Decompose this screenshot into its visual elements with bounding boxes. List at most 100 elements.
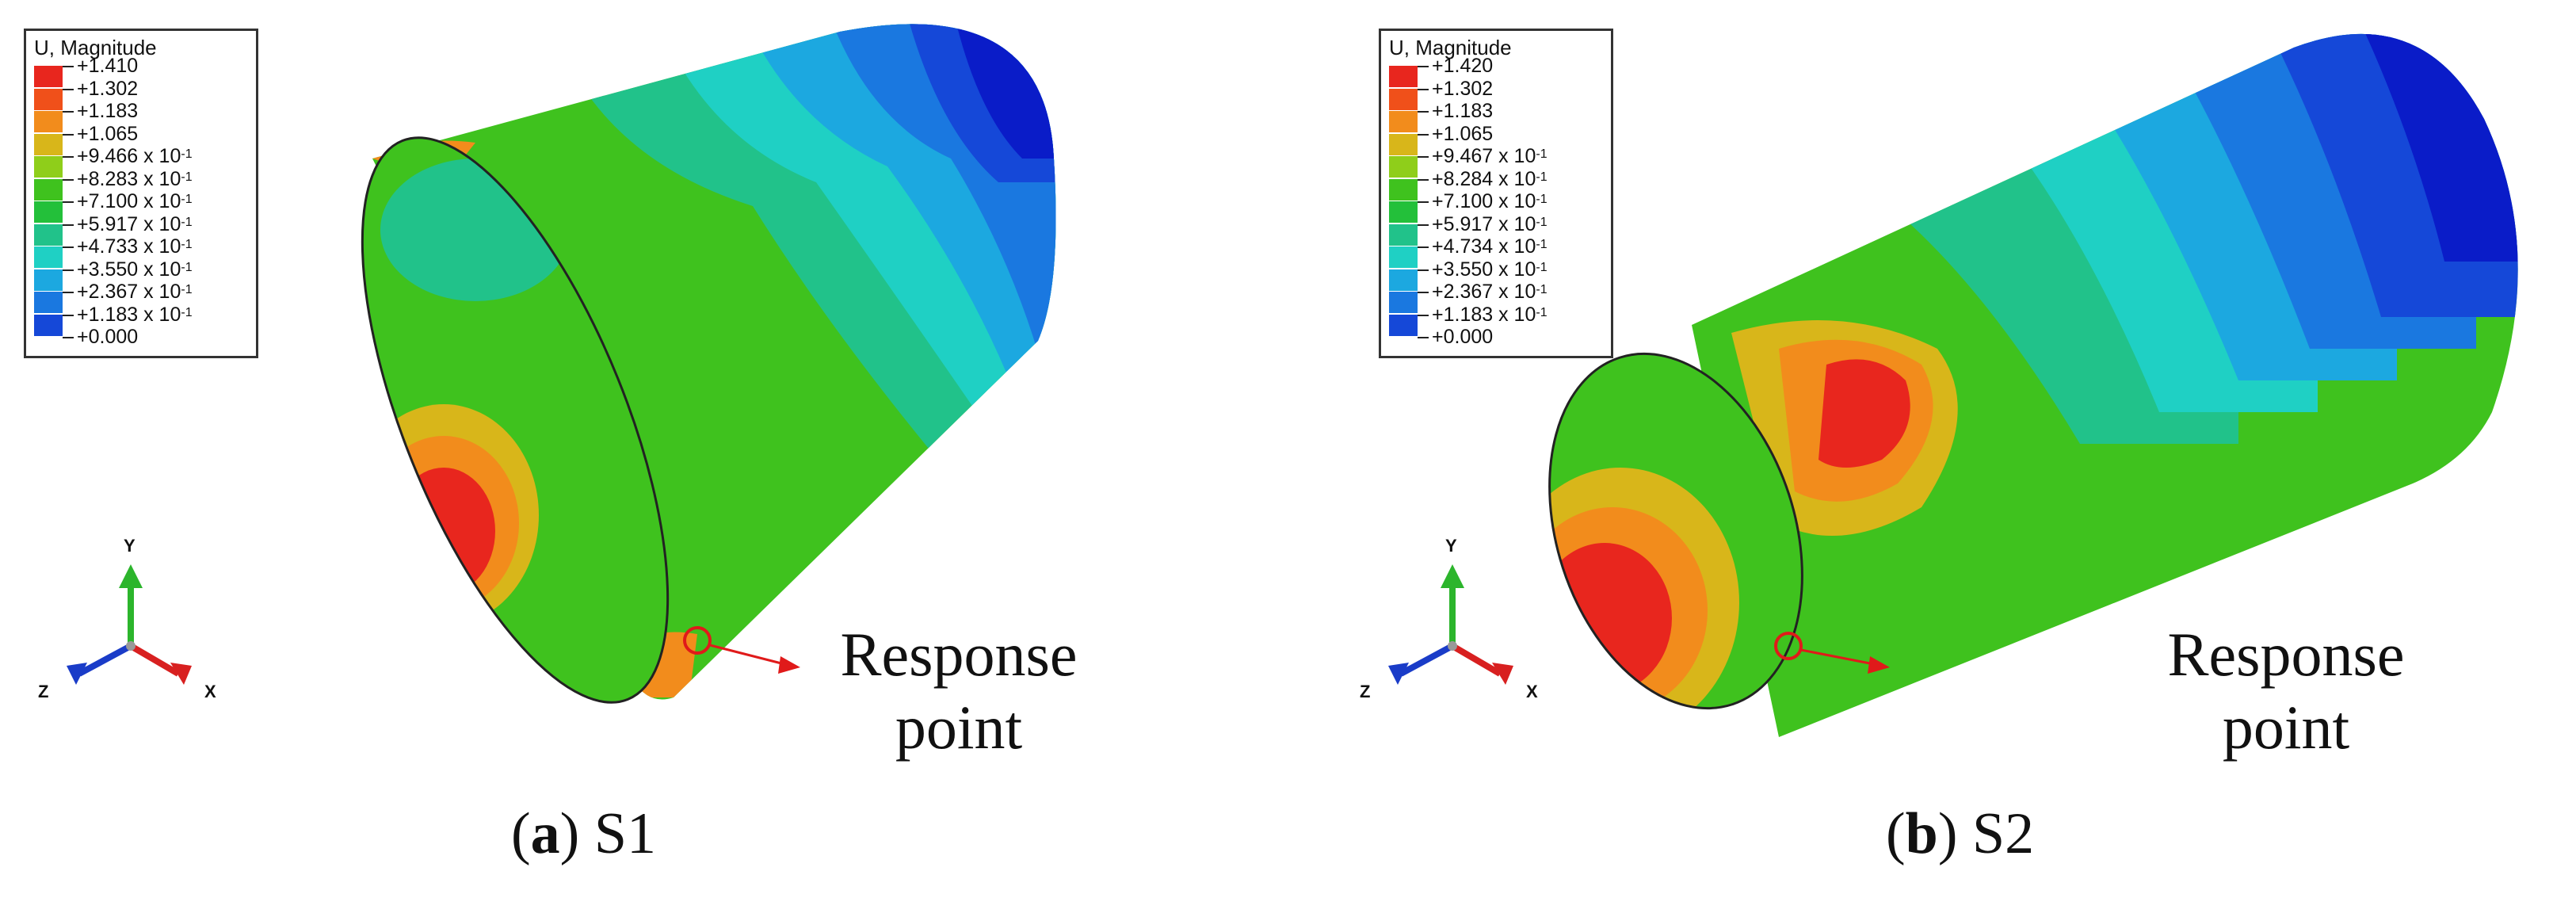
legend-swatch — [34, 133, 63, 155]
legend-tick — [1418, 337, 1429, 338]
legend-level-label: +1.302 — [1432, 77, 1494, 100]
legend-level-label: +7.100 x 10-1 — [77, 190, 193, 212]
legend-tick — [63, 88, 74, 90]
response-arrow — [1800, 648, 1875, 666]
legend-tick — [63, 337, 74, 338]
legend-level-label: +9.467 x 10-1 — [1432, 145, 1548, 167]
legend-tick — [63, 66, 74, 67]
axis-triad — [67, 564, 192, 685]
legend-swatch — [34, 66, 63, 87]
legend-swatch — [1389, 269, 1418, 291]
axis-triad — [1388, 564, 1513, 685]
legend-level-label: +8.284 x 10-1 — [1432, 167, 1548, 190]
legend-tick — [63, 111, 74, 113]
legend-level-label: +1.420 — [1432, 55, 1494, 77]
legend-swatch — [34, 178, 63, 201]
legend-level-label: +1.065 — [1432, 122, 1494, 145]
legend-level-label: +4.734 x 10-1 — [1432, 235, 1548, 258]
legend-tick — [63, 156, 74, 158]
legend-tick — [63, 224, 74, 226]
legend-tick — [1418, 66, 1429, 67]
legend-level-label: +1.183 x 10-1 — [1432, 303, 1548, 326]
cone-end-outline — [1548, 352, 1803, 710]
legend-swatch — [34, 269, 63, 291]
response-point-label: Response point — [824, 618, 1093, 764]
legend-title: U, Magnitude — [1389, 36, 1512, 59]
panel-a: U, Magnitude +1.410 +1.302 +1.183 +1.065 +9.… — [24, 24, 1093, 866]
legend-swatch — [34, 201, 63, 223]
legend-swatch — [34, 111, 63, 132]
legend-level-label: +8.283 x 10-1 — [77, 167, 193, 190]
legend-swatch — [34, 224, 63, 246]
legend-tick — [1418, 88, 1429, 90]
legend-tick — [1418, 133, 1429, 136]
legend-swatch — [1389, 156, 1418, 178]
legend-level-label: +1.183 — [1432, 100, 1494, 122]
legend-swatch — [1389, 224, 1418, 246]
cone-end-outline — [361, 136, 670, 704]
response-arrow — [709, 644, 785, 666]
caption-text: S2 — [1971, 801, 2035, 866]
axis-y-label: Y — [124, 536, 135, 556]
axis-z-label: Z — [1360, 682, 1371, 701]
legend-tick — [1418, 224, 1429, 226]
legend-tick — [1418, 111, 1429, 113]
response-arrow-head — [1868, 656, 1890, 674]
caption-letter: a — [530, 801, 560, 866]
legend-swatch — [34, 156, 63, 178]
legend-level-label: +1.183 — [77, 100, 139, 122]
legend-level-label: +5.917 x 10-1 — [77, 212, 193, 235]
legend-level-label: +1.183 x 10-1 — [77, 303, 193, 326]
legend-level-label: +7.100 x 10-1 — [1432, 190, 1548, 212]
legend-tick — [1418, 269, 1429, 271]
legend-tick — [63, 246, 74, 248]
response-point-label: Response point — [2151, 618, 2421, 764]
caption-b: (b) S2 — [1886, 801, 2035, 866]
legend-level-label: +0.000 — [77, 326, 139, 348]
response-point-marker — [1774, 632, 1803, 660]
axis-y-label: Y — [1445, 536, 1457, 556]
legend-tick — [1418, 178, 1429, 181]
legend-swatch — [34, 292, 63, 313]
response-point-marker — [683, 626, 712, 655]
legend-tick — [63, 292, 74, 293]
legend-level-label: +2.367 x 10-1 — [1432, 281, 1548, 303]
axis-z-label: Z — [38, 682, 49, 701]
legend-level-label: +1.410 — [77, 55, 139, 77]
caption-a: (a) S1 — [511, 801, 656, 866]
legend-tick — [1418, 292, 1429, 293]
legend: U, Magnitude +1.420 +1.302 +1.183 +1.065 +9.… — [1379, 29, 1613, 358]
caption-text: S1 — [593, 801, 656, 866]
legend-title: U, Magnitude — [34, 36, 157, 59]
legend-tick — [63, 314, 74, 316]
legend-swatch — [1389, 111, 1418, 132]
legend-tick — [63, 269, 74, 271]
legend-swatch — [34, 88, 63, 110]
legend-tick — [63, 133, 74, 136]
legend-swatch — [34, 314, 63, 336]
legend-tick — [1418, 156, 1429, 158]
legend-level-label: +4.733 x 10-1 — [77, 235, 193, 258]
legend-level-label: +2.367 x 10-1 — [77, 281, 193, 303]
response-label-line1: Response — [2167, 620, 2405, 689]
axis-x-label: X — [1526, 682, 1538, 701]
legend-level-label: +3.550 x 10-1 — [77, 258, 193, 281]
legend-tick — [63, 178, 74, 181]
legend-swatch — [1389, 178, 1418, 201]
legend-level-label: +1.065 — [77, 122, 139, 145]
response-label-line1: Response — [840, 620, 1078, 689]
legend-level-label: +0.000 — [1432, 326, 1494, 348]
response-label-line2: point — [2222, 693, 2350, 762]
legend-swatch — [1389, 314, 1418, 336]
legend-tick — [63, 201, 74, 203]
legend-level-label: +9.466 x 10-1 — [77, 145, 193, 167]
cone-contour-plot — [67, 24, 1056, 741]
legend-level-label: +1.302 — [77, 77, 139, 100]
legend-swatch — [1389, 66, 1418, 87]
legend-tick — [1418, 246, 1429, 248]
legend-swatch — [1389, 201, 1418, 223]
panel-b: U, Magnitude +1.420 +1.302 +1.183 +1.065 +9.… — [1288, 0, 2576, 917]
cone-body — [1692, 33, 2518, 738]
legend: U, Magnitude +1.410 +1.302 +1.183 +1.065 +9.… — [24, 29, 258, 358]
legend-swatch — [1389, 133, 1418, 155]
